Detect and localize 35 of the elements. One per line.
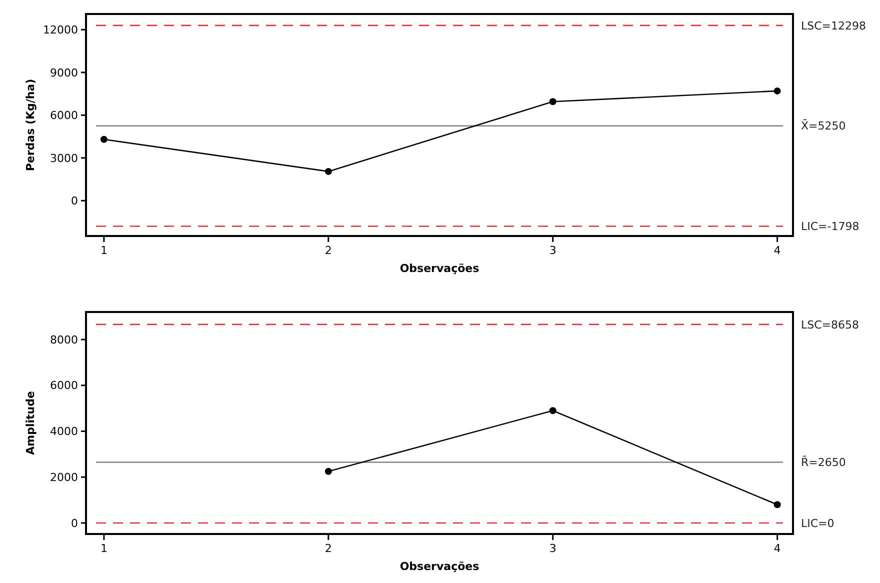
y-tick-label: 4000 <box>50 425 78 438</box>
x-tick-label: 4 <box>774 542 781 555</box>
y-tick-label: 12000 <box>43 24 78 37</box>
x-tick-label: 2 <box>324 244 332 257</box>
point <box>100 136 108 143</box>
y-tick-label: 3000 <box>50 152 78 165</box>
ref-line-label: LIC=-1798 <box>801 220 860 234</box>
y-tick-label: 6000 <box>50 379 78 392</box>
point <box>774 87 781 94</box>
x-tick-label: 1 <box>100 542 108 555</box>
point <box>324 468 332 475</box>
y-tick-label: 2000 <box>50 470 78 484</box>
x-axis-title: Observações <box>400 560 480 573</box>
ref-line-label: X̄=5250 <box>801 118 846 133</box>
x-tick-label: 2 <box>324 542 332 555</box>
y-tick-label: 0 <box>71 194 78 208</box>
x-tick-label: 3 <box>549 244 556 257</box>
point <box>774 501 781 508</box>
y-tick-label: 9000 <box>50 66 78 80</box>
x-tick-label: 4 <box>774 244 781 257</box>
point <box>549 98 556 106</box>
y-axis-title: Perdas (Kg/ha) <box>24 78 37 172</box>
point <box>549 407 556 414</box>
x-tick-label: 3 <box>549 542 556 555</box>
ref-line-label: R̄=2650 <box>801 455 846 470</box>
y-tick-label: 0 <box>71 516 78 530</box>
x-tick-label: 1 <box>100 244 108 257</box>
point <box>324 168 332 175</box>
ref-line-label: LSC=8658 <box>801 318 860 332</box>
x-axis-title: Observações <box>400 262 480 275</box>
ref-line-label: LSC=12298 <box>801 19 866 32</box>
y-tick-label: 6000 <box>50 109 78 122</box>
y-axis-title: Amplitude <box>24 391 37 455</box>
y-tick-label: 8000 <box>50 333 78 346</box>
ref-line-label: LIC=0 <box>801 516 834 530</box>
